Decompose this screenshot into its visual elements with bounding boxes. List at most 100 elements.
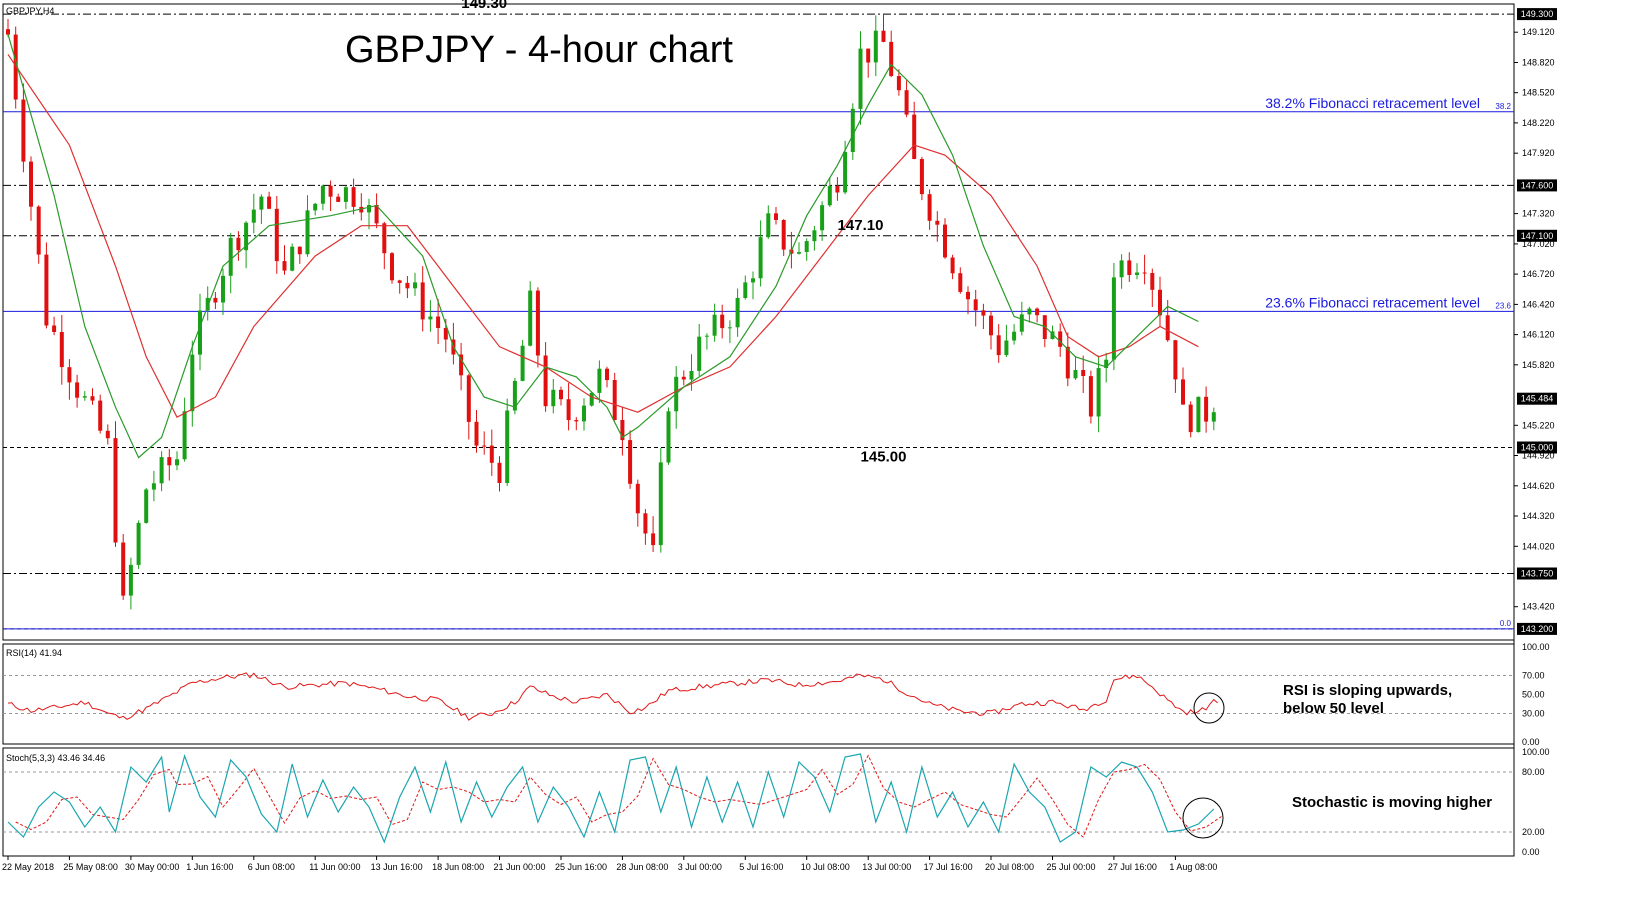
candle-body [973, 299, 978, 311]
ma-fast-line [7, 34, 1199, 459]
candle-body [405, 282, 410, 289]
candle-body [13, 34, 18, 100]
candle-body [727, 327, 732, 329]
candle-body [151, 483, 156, 490]
time-tick-label: 13 Jun 16:00 [371, 862, 423, 872]
candle-body [1127, 260, 1132, 275]
fib-short-label: 23.6 [1495, 301, 1511, 310]
time-tick-label: 5 Jul 16:00 [739, 862, 783, 872]
candle-body [520, 345, 525, 381]
rsi-indicator: 100.00 70.00 50.00 30.00 0.00 [3, 642, 1550, 747]
time-tick-label: 25 Jun 16:00 [555, 862, 607, 872]
stoch-k-line [7, 753, 1215, 844]
candle-body [244, 222, 249, 251]
candle-body [167, 457, 172, 466]
price-tick-label: 147.920 [1522, 148, 1555, 158]
candle-body [1111, 277, 1116, 360]
candle-body [67, 367, 72, 383]
candle-body [1188, 404, 1193, 433]
candle-body [1065, 346, 1070, 379]
stoch-tick-label: 20.00 [1522, 827, 1545, 837]
candle-body [1104, 359, 1109, 368]
candle-body [198, 310, 202, 355]
fib-label: 23.6% Fibonacci retracement level [1265, 294, 1480, 310]
candle-body [505, 410, 510, 483]
candle-body [766, 213, 771, 238]
candle-body [144, 489, 149, 523]
candle-body [282, 261, 287, 271]
price-tick-label: 146.120 [1522, 330, 1555, 340]
candle-body [651, 533, 656, 546]
candle-body [251, 209, 256, 223]
candle-body [1058, 331, 1063, 347]
candle-body [589, 392, 594, 406]
candle-body [1204, 396, 1209, 422]
price-tick-label: 145.820 [1522, 360, 1555, 370]
candle-body [313, 203, 318, 211]
candle-body [943, 224, 947, 258]
candle-body [605, 368, 609, 381]
time-tick-label: 21 Jun 00:00 [494, 862, 546, 872]
time-tick-label: 22 May 2018 [2, 862, 54, 872]
candle-body [466, 375, 471, 422]
rsi-label: RSI(14) 41.94 [6, 648, 62, 658]
candle-body [1165, 315, 1170, 341]
candle-body [1158, 289, 1162, 316]
price-level-box [1517, 622, 1557, 635]
price-tick-label: 143.420 [1522, 602, 1555, 612]
candle-body [1150, 273, 1155, 290]
time-tick-label: 6 Jun 08:00 [248, 862, 295, 872]
time-tick-label: 20 Jul 08:00 [985, 862, 1034, 872]
candle-body [397, 280, 402, 283]
chart-title: GBPJPY - 4-hour chart [345, 29, 733, 71]
candle-body [428, 316, 433, 320]
price-tick-label: 149.120 [1522, 27, 1555, 37]
price-tick-label: 148.220 [1522, 118, 1555, 128]
time-tick-label: 11 Jun 00:00 [309, 862, 360, 872]
price-level-box-label: 143.750 [1521, 569, 1554, 579]
candle-body [559, 389, 563, 400]
candle-body [820, 205, 825, 231]
time-tick-label: 30 May 00:00 [125, 862, 180, 872]
candle-body [620, 420, 625, 441]
price-annotations: 149.30 147.10 145.00 [461, 0, 906, 466]
price-tick-label: 146.420 [1522, 299, 1555, 309]
time-tick-label: 1 Aug 08:00 [1169, 862, 1217, 872]
candle-body [221, 275, 225, 303]
candle-body [6, 29, 10, 35]
candle-body [1050, 331, 1055, 339]
candle-body [328, 185, 333, 197]
stoch-tick-label: 80.00 [1522, 767, 1545, 777]
candle-body [989, 315, 993, 336]
candle-body [474, 421, 479, 446]
candle-body [1119, 260, 1124, 278]
candle-body [267, 196, 272, 209]
candle-body [1211, 412, 1216, 422]
candle-body [919, 159, 924, 195]
candle-body [1196, 396, 1201, 433]
candle-body [743, 282, 748, 298]
price-level-box [1517, 567, 1557, 580]
candle-body [90, 396, 95, 401]
price-tick-label: 146.720 [1522, 269, 1555, 279]
rsi-tick-label: 100.00 [1522, 642, 1550, 652]
price-tick-label: 145.220 [1522, 420, 1555, 430]
candle-body [36, 206, 41, 255]
candle-body [1012, 331, 1017, 341]
time-tick-label: 28 Jun 08:00 [616, 862, 668, 872]
candle-body [950, 257, 955, 274]
rsi-annotation-line1: RSI is sloping upwards, [1283, 682, 1452, 699]
candle-body [628, 440, 633, 484]
candle-body [720, 314, 725, 329]
candle-body [128, 564, 133, 596]
stoch-annotation: Stochastic is moving higher [1292, 794, 1492, 811]
candle-body [367, 205, 371, 213]
candle-body [927, 194, 932, 221]
price-level-box-label: 147.600 [1521, 180, 1554, 190]
time-tick-label: 1 Jun 16:00 [186, 862, 233, 872]
candle-body [1088, 376, 1093, 417]
candle-body [697, 336, 702, 371]
candle-body [136, 522, 141, 565]
candle-body [889, 41, 894, 76]
